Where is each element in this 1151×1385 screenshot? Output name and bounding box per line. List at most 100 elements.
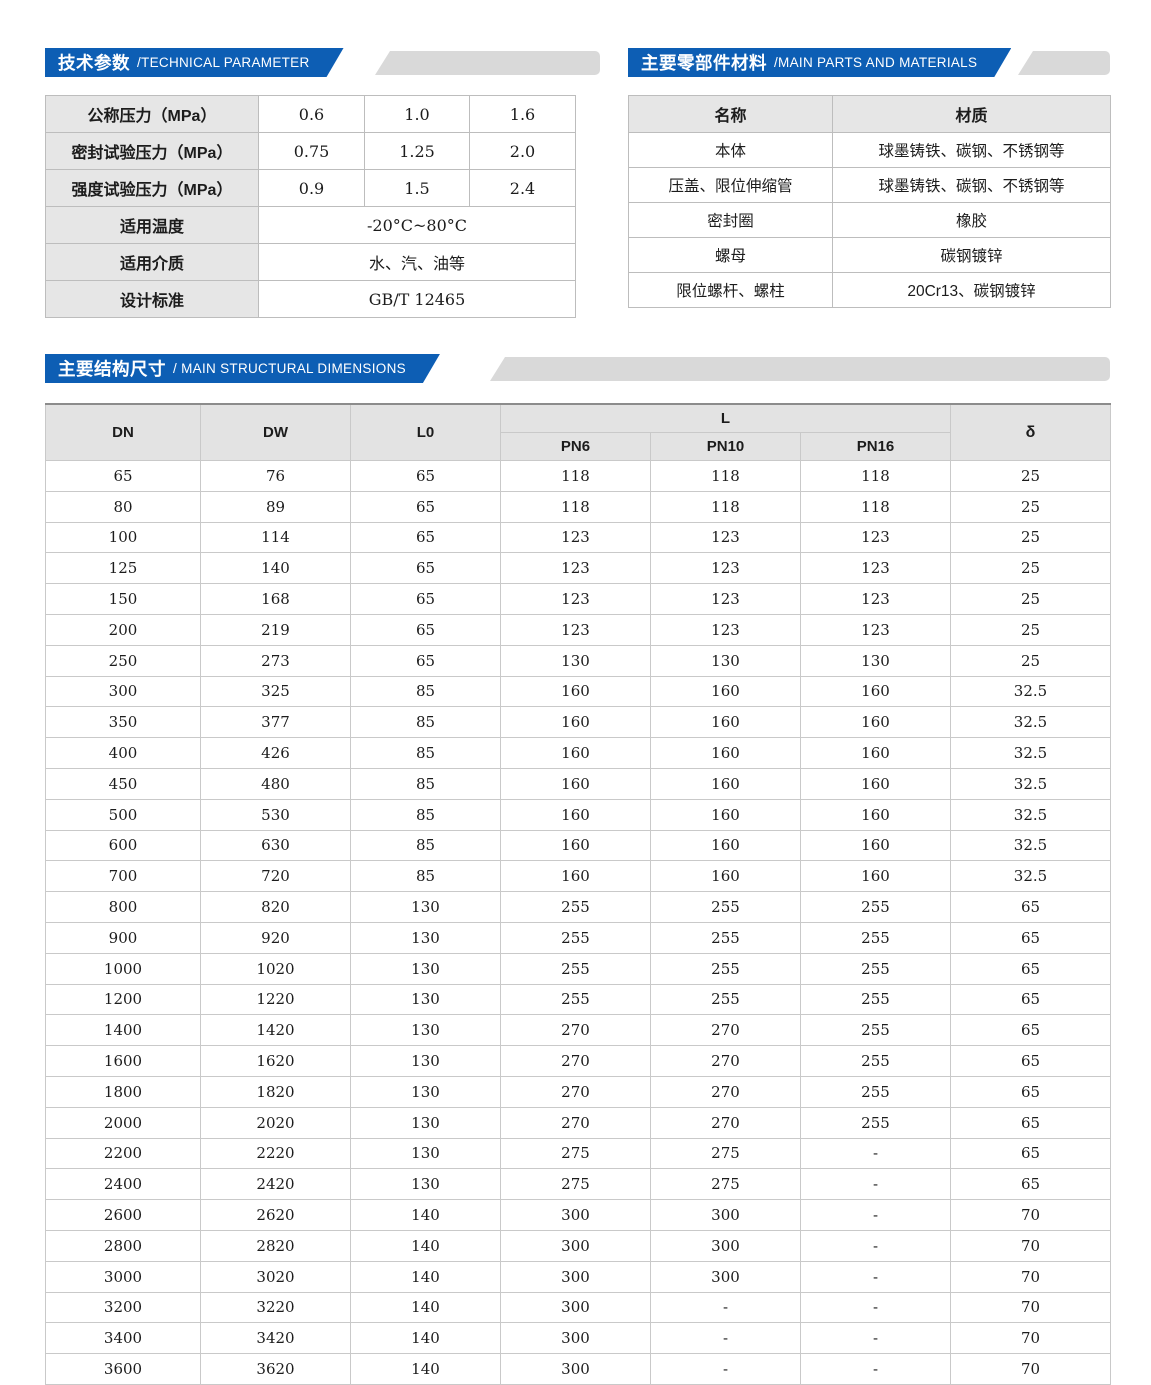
value-cell: - [650, 1353, 801, 1385]
value-cell: 270 [650, 1106, 801, 1139]
value-cell: 0.75 [258, 132, 365, 170]
value-cell: 160 [650, 675, 801, 708]
col-header-l: L [500, 403, 951, 433]
table-row: 1400 1420 130 270 270 255 65 [45, 1014, 1111, 1047]
table-row: 2400 2420 130 275 275-65 [45, 1168, 1111, 1201]
value-cell: 300 [500, 1353, 651, 1385]
value-cell: 255 [500, 921, 651, 954]
value-cell: 255 [800, 983, 951, 1016]
col-header-l0: L0 [350, 403, 501, 461]
value-cell: 25 [950, 613, 1111, 646]
value-cell: 300 [650, 1199, 801, 1231]
banner-gray-strip [490, 357, 1110, 381]
value-cell: 2220 [200, 1137, 351, 1170]
materials-table-body: 本体 球墨铸铁、碳钢、不锈钢等 压盖、限位伸缩管 球墨铸铁、碳钢、不锈钢等 密封圈 橡胶螺… [628, 132, 1111, 308]
table-row: 900 920 130 255 255 255 65 [45, 921, 1111, 954]
value-cell: 2600 [45, 1199, 201, 1231]
value-cell: 1800 [45, 1075, 201, 1108]
col-header-dn: DN [45, 403, 201, 461]
value-cell: 76 [200, 460, 351, 492]
value-cell: 273 [200, 644, 351, 677]
col-header-pn16: PN16 [800, 432, 951, 461]
table-row: 适用介质 水、汽、油等 [45, 243, 576, 281]
value-cell: 85 [350, 737, 501, 769]
value-cell: 160 [650, 829, 801, 862]
table-row: 2600 2620 140 300 300-70 [45, 1199, 1111, 1231]
value-cell: 160 [650, 706, 801, 739]
value-cell: 70 [950, 1199, 1111, 1231]
value-cell: 160 [800, 798, 951, 831]
value-cell: 255 [650, 952, 801, 985]
value-cell: - [800, 1260, 951, 1293]
value-cell: 255 [500, 891, 651, 923]
value-cell: 255 [800, 1075, 951, 1108]
table-row: 125 140 65 123 123 123 25 [45, 552, 1111, 585]
value-cell: 85 [350, 860, 501, 893]
value-cell: 70 [950, 1353, 1111, 1385]
value-cell: 123 [500, 552, 651, 585]
value-cell: 820 [200, 891, 351, 923]
value-cell: 255 [650, 983, 801, 1016]
value-cell: 85 [350, 767, 501, 800]
value-cell: 118 [650, 460, 801, 492]
value-cell: 3420 [200, 1322, 351, 1355]
table-row: 300 325 85 160 160 160 32.5 [45, 675, 1111, 708]
value-cell: 1.25 [364, 132, 470, 170]
value-cell: 500 [45, 798, 201, 831]
value-cell: 1420 [200, 1014, 351, 1047]
value-cell: 140 [350, 1199, 501, 1231]
value-cell: 32.5 [950, 706, 1111, 739]
row-label: 强度试验压力（MPa） [45, 169, 259, 207]
value-cell: 140 [350, 1260, 501, 1293]
technical-parameter-table: 公称压力（MPa） 0.6 1.0 1.6 密封试验压力（MPa） 0.75 1.25 2.0… [45, 95, 576, 318]
value-cell: 300 [45, 675, 201, 708]
value-cell: 123 [650, 521, 801, 554]
value-cell: 123 [500, 521, 651, 554]
value-cell: 1400 [45, 1014, 201, 1047]
value-cell: 400 [45, 737, 201, 769]
value-cell: 160 [800, 706, 951, 739]
table-row: 500 530 85 160 160 160 32.5 [45, 798, 1111, 831]
value-cell: 3020 [200, 1260, 351, 1293]
table-row: 密封圈 橡胶 [628, 202, 1111, 238]
value-cell: 65 [350, 490, 501, 523]
value-cell: 65 [950, 1014, 1111, 1047]
value-cell: - [800, 1291, 951, 1324]
value-cell: 160 [500, 829, 651, 862]
value-cell: 123 [650, 583, 801, 615]
value-cell: 25 [950, 460, 1111, 492]
value-cell: 限位螺杆、螺柱 [628, 272, 833, 308]
value-cell: 255 [800, 1045, 951, 1077]
row-label: 公称压力（MPa） [45, 95, 259, 133]
value-cell: 168 [200, 583, 351, 615]
value-cell: 125 [45, 552, 201, 585]
value-cell: 螺母 [628, 237, 833, 273]
value-cell: 32.5 [950, 798, 1111, 831]
col-header-material: 材质 [832, 95, 1111, 133]
value-cell: 123 [800, 583, 951, 615]
structural-dimensions-banner: 主要结构尺寸 / MAIN STRUCTURAL DIMENSIONS [45, 354, 1110, 383]
value-cell: 130 [500, 644, 651, 677]
main-parts-materials-banner: 主要零部件材料 /MAIN PARTS AND MATERIALS [628, 48, 1110, 77]
value-cell: 275 [500, 1168, 651, 1201]
value-cell: 270 [500, 1014, 651, 1047]
value-cell: 325 [200, 675, 351, 708]
section-title-zh: 主要结构尺寸 [58, 359, 166, 379]
row-label: 设计标准 [45, 280, 259, 318]
value-cell: 160 [500, 767, 651, 800]
value-cell: 123 [650, 613, 801, 646]
value-cell: 270 [500, 1045, 651, 1077]
value-cell: 65 [45, 460, 201, 492]
technical-parameter-section: 技术参数 /TECHNICAL PARAMETER 公称压力（MPa） 0.6 1.… [45, 48, 600, 318]
value-cell: 橡胶 [832, 202, 1111, 238]
value-cell: - [800, 1353, 951, 1385]
value-cell: 150 [45, 583, 201, 615]
value-cell: 1600 [45, 1045, 201, 1077]
banner-blue-flag: 主要结构尺寸 / MAIN STRUCTURAL DIMENSIONS [45, 354, 440, 383]
value-cell: 160 [500, 706, 651, 739]
top-section: 技术参数 /TECHNICAL PARAMETER 公称压力（MPa） 0.6 1.… [45, 48, 1111, 318]
table-row: 100 114 65 123 123 123 25 [45, 521, 1111, 554]
value-cell: 480 [200, 767, 351, 800]
value-cell: 130 [350, 1106, 501, 1139]
value-cell: - [800, 1322, 951, 1355]
